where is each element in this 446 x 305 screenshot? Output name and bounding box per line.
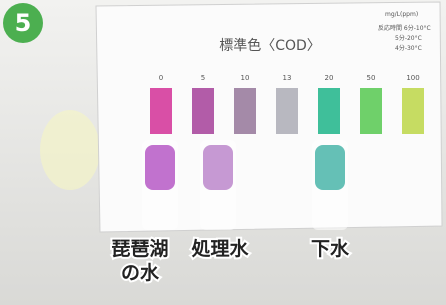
swatch	[276, 88, 298, 134]
badge-number: 5	[15, 9, 32, 37]
swatch	[150, 88, 172, 134]
tube-liquid	[315, 145, 345, 190]
sample-label: の水	[121, 262, 160, 284]
swatch	[402, 88, 424, 134]
swatch-label: 20	[325, 74, 334, 82]
swatch-label: 10	[241, 74, 250, 82]
swatch-label: 100	[406, 74, 419, 82]
tube-liquid	[145, 145, 175, 190]
reaction-time: 5分-20°C	[395, 34, 422, 42]
swatch	[234, 88, 256, 134]
swatch	[360, 88, 382, 134]
swatch-label: 50	[367, 74, 376, 82]
glow	[40, 110, 100, 190]
card-title: 標準色〈COD〉	[219, 37, 321, 54]
sample-label: 処理水	[191, 237, 249, 260]
swatch-label: 5	[201, 74, 205, 82]
reaction-time: 反応時間 6分-10°C	[378, 24, 431, 32]
sample-label: 琵琶湖	[111, 238, 168, 260]
swatch-label: 13	[283, 74, 292, 82]
sample-label: 下水	[311, 238, 350, 260]
swatch	[318, 88, 340, 134]
reaction-time: 4分-30°C	[395, 44, 422, 52]
swatch	[192, 88, 214, 134]
photo: 5 標準色〈COD〉 mg/L(ppm) 0 5 10 13 20 50 100 琵琶湖の水…	[0, 0, 446, 305]
tube-liquid	[203, 145, 233, 190]
page: 5 標準色〈COD〉 mg/L(ppm) 0 5 10 13 20 50 100 琵琶湖の水…	[0, 0, 446, 305]
unit: mg/L(ppm)	[385, 11, 418, 18]
swatch-label: 0	[159, 74, 163, 82]
